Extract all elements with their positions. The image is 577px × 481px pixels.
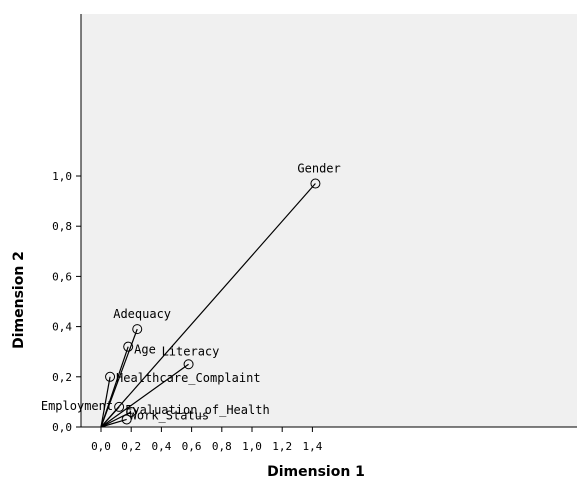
point-label: Adequacy	[113, 307, 171, 321]
point-label: Gender	[297, 162, 340, 176]
x-tick-label: 0,2	[121, 440, 141, 453]
vector-line	[100, 376, 111, 428]
x-tick-label: 1,2	[272, 440, 292, 453]
plot-area	[81, 14, 577, 427]
y-tick-label: 1,0	[52, 170, 72, 183]
point-label: Work_Status	[130, 408, 209, 422]
vector-line	[100, 363, 189, 428]
x-tick-label: 0,0	[91, 440, 111, 453]
point-marker	[121, 414, 132, 425]
point-marker	[126, 406, 137, 417]
vector-line	[100, 346, 129, 428]
point-label: Employment	[41, 399, 113, 413]
y-tick-label: 0,2	[52, 371, 72, 384]
vectors	[100, 183, 316, 428]
point-marker	[132, 324, 143, 335]
point-marker	[123, 341, 134, 352]
y-axis-title: Dimension 2	[11, 251, 27, 349]
vector-line	[100, 411, 132, 428]
x-axis-title: Dimension 1	[267, 464, 365, 480]
point-marker	[105, 371, 116, 382]
point-label: Literacy	[162, 344, 220, 358]
x-tick-label: 0,4	[151, 440, 171, 453]
x-tick-label: 1,4	[302, 440, 322, 453]
point-marker	[183, 359, 194, 370]
vector-line	[100, 183, 316, 428]
point-label: Age	[134, 343, 156, 357]
x-tick-label: 0,6	[182, 440, 202, 453]
point-labels: Gender Adequacy Age Literacy Healthcare_Comp…	[41, 162, 341, 423]
point-marker	[114, 401, 125, 412]
point-label: Evaluation_of_Health	[125, 403, 270, 417]
y-tick-label: 0,0	[52, 421, 72, 434]
y-tick-label: 0,4	[52, 321, 72, 334]
x-tick-label: 0,8	[212, 440, 232, 453]
markers	[105, 178, 321, 425]
x-ticks: 0,0 0,2 0,4 0,6 0,8 1,0 1,2 1,4	[91, 427, 323, 453]
point-marker	[310, 178, 321, 189]
point-label: Healthcare_Complaint	[116, 371, 261, 385]
y-ticks: 0,0 0,2 0,4 0,6 0,8 1,0	[52, 170, 81, 434]
y-tick-label: 0,8	[52, 220, 72, 233]
x-tick-label: 1,0	[242, 440, 262, 453]
y-tick-label: 0,6	[52, 270, 72, 283]
